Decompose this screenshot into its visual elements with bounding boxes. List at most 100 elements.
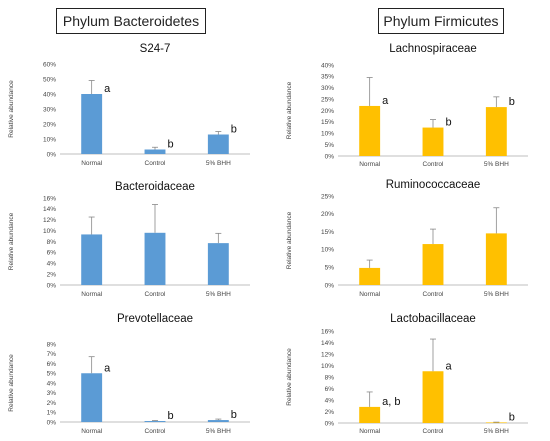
bar (207, 243, 229, 285)
x-category-label: Control (145, 428, 167, 435)
bar (207, 134, 229, 154)
chart-title: Lactobacillaceae (390, 313, 476, 325)
y-tick-label: 60% (43, 61, 56, 68)
x-category-label: 5% BHH (484, 161, 509, 168)
y-tick-label: 0% (325, 420, 335, 427)
bar (81, 234, 103, 285)
y-tick-label: 25% (321, 96, 334, 103)
x-category-label: Control (145, 160, 167, 167)
y-tick-label: 2% (47, 400, 57, 407)
y-axis-label: Relative abundance (8, 80, 15, 138)
bar (422, 127, 444, 156)
y-tick-label: 4% (325, 397, 335, 404)
y-tick-label: 20% (321, 211, 334, 218)
chart-prevotellaceae: Prevotellaceae Relative abundance 0% 1% 2% 3%… (8, 313, 250, 435)
y-tick-label: 20% (43, 121, 56, 128)
bar (359, 406, 381, 423)
y-tick-label: 30% (321, 85, 334, 92)
y-tick-label: 6% (325, 386, 335, 393)
y-tick-label: 0% (325, 153, 335, 160)
y-tick-label: 15% (321, 119, 334, 126)
significance-label: b (167, 410, 173, 422)
y-tick-label: 40% (321, 62, 334, 69)
x-category-label: Normal (81, 291, 103, 298)
significance-label: a (382, 95, 389, 107)
y-tick-label: 8% (47, 341, 57, 348)
significance-label: b (509, 96, 515, 108)
x-category-label: Control (145, 291, 167, 298)
y-tick-label: 15% (321, 229, 334, 236)
bar (144, 149, 166, 154)
significance-label: b (231, 409, 237, 421)
bar (359, 267, 381, 285)
bar (422, 371, 444, 423)
chart-title: Prevotellaceae (117, 313, 193, 325)
significance-label: b (231, 124, 237, 136)
significance-label: a (445, 360, 452, 372)
x-category-label: Normal (359, 161, 381, 168)
significance-label: b (509, 411, 515, 423)
y-tick-label: 0% (325, 282, 335, 289)
y-tick-label: 3% (47, 390, 57, 397)
x-category-label: 5% BHH (206, 428, 231, 435)
y-tick-label: 10% (321, 131, 334, 138)
bar (359, 105, 381, 156)
x-category-label: Normal (359, 428, 381, 435)
x-category-label: Control (423, 291, 445, 298)
y-axis-label: Relative abundance (8, 354, 15, 412)
bar (485, 107, 507, 156)
bar (485, 422, 507, 424)
x-category-label: Control (423, 428, 445, 435)
y-tick-label: 12% (43, 217, 56, 224)
y-axis-label: Relative abundance (8, 212, 15, 270)
bar (81, 94, 103, 154)
y-tick-label: 5% (325, 142, 335, 149)
chart-ruminococcaceae: Ruminococcaceae Relative abundance 0% 5% 10%… (286, 179, 528, 298)
significance-label: b (445, 117, 451, 129)
y-tick-label: 5% (325, 265, 335, 272)
chart-title: Lachnospiraceae (389, 43, 477, 55)
y-axis-label: Relative abundance (286, 348, 293, 406)
y-tick-label: 20% (321, 108, 334, 115)
x-category-label: 5% BHH (484, 291, 509, 298)
y-tick-label: 10% (43, 136, 56, 143)
x-category-label: 5% BHH (206, 160, 231, 167)
y-tick-label: 2% (325, 409, 335, 416)
chart-title: S24-7 (140, 43, 171, 55)
significance-label: a (104, 362, 111, 374)
y-tick-label: 0% (47, 419, 57, 426)
x-category-label: Normal (81, 428, 103, 435)
significance-label: b (167, 139, 173, 151)
bar (144, 232, 166, 285)
chart-lachnospiraceae: Lachnospiraceae Relative abundance 0% 5% 10%… (286, 43, 528, 168)
bar (485, 233, 507, 285)
chart-s24-7: S24-7 Relative abundance 0% 10% 20% 30% 40% 50%… (8, 43, 250, 167)
y-tick-label: 10% (321, 247, 334, 254)
x-category-label: Normal (81, 160, 103, 167)
phylum-bacteroidetes-header: Phylum Bacteroidetes (56, 8, 206, 34)
y-tick-label: 0% (47, 151, 57, 158)
y-axis-label: Relative abundance (286, 81, 293, 139)
y-axis-label: Relative abundance (286, 211, 293, 269)
y-tick-label: 35% (321, 74, 334, 81)
y-tick-label: 4% (47, 261, 57, 268)
y-tick-label: 7% (47, 351, 57, 358)
y-tick-label: 4% (47, 380, 57, 387)
y-tick-label: 10% (43, 228, 56, 235)
y-tick-label: 25% (321, 193, 334, 200)
x-category-label: Control (423, 161, 445, 168)
y-tick-label: 30% (43, 106, 56, 113)
y-tick-label: 8% (325, 374, 335, 381)
bar (144, 421, 166, 422)
bar (422, 244, 444, 285)
y-tick-label: 14% (43, 206, 56, 213)
y-tick-label: 40% (43, 91, 56, 98)
chart-bacteroidaceae: Bacteroidaceae Relative abundance 0% 2% 4% 6%… (8, 181, 250, 298)
y-tick-label: 0% (47, 282, 57, 289)
significance-label: a (104, 83, 111, 95)
chart-title: Bacteroidaceae (115, 181, 195, 193)
y-tick-label: 1% (47, 410, 57, 417)
y-tick-label: 2% (47, 271, 57, 278)
bar (207, 420, 229, 422)
y-tick-label: 5% (47, 371, 57, 378)
